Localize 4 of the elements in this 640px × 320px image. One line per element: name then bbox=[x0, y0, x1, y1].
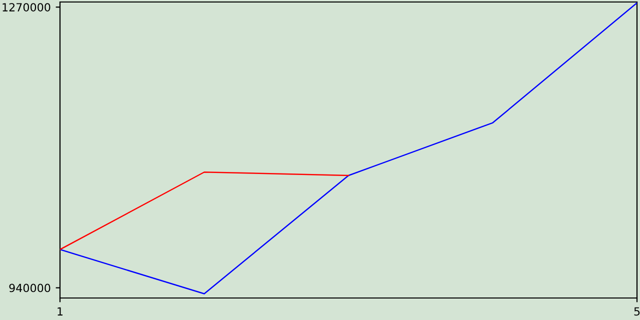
y-tick-label: 1270000 bbox=[2, 3, 50, 12]
x-tick-label: 1 bbox=[58, 307, 63, 316]
x-tick-label: 5 bbox=[634, 307, 640, 316]
y-tick-label: 940000 bbox=[9, 284, 50, 292]
